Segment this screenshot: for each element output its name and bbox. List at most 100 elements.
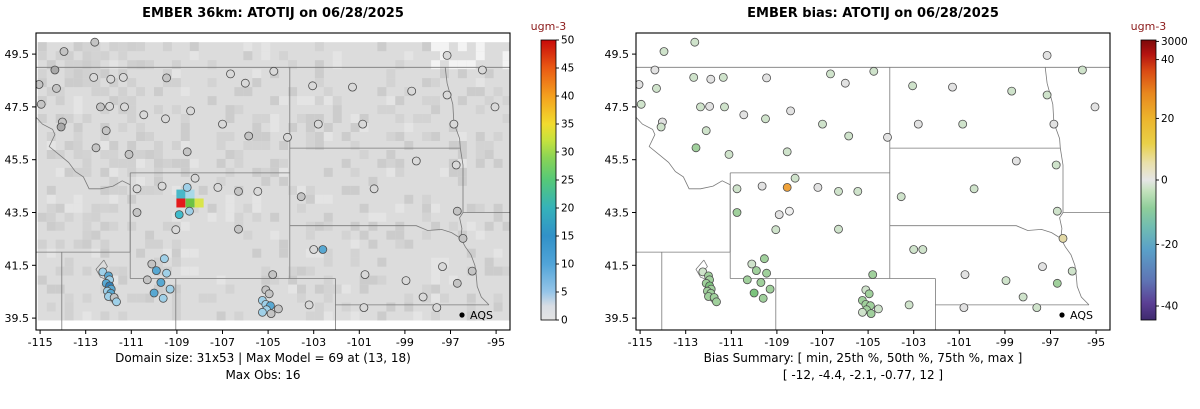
raster-cell xyxy=(457,60,467,70)
raster-cell xyxy=(475,87,485,97)
raster-cell xyxy=(73,141,83,150)
colorbar-tick-label: 0 xyxy=(561,315,568,327)
raster-cell xyxy=(279,51,289,61)
raster-cell xyxy=(252,132,262,141)
obs-point xyxy=(1007,86,1017,96)
raster-cell xyxy=(270,212,280,222)
raster-cell xyxy=(493,302,503,312)
raster-cell xyxy=(216,132,226,141)
raster-cell xyxy=(279,158,289,168)
obs-point xyxy=(174,210,184,220)
raster-cell xyxy=(422,96,432,106)
raster-cell xyxy=(46,248,56,258)
raster-cell xyxy=(189,42,199,52)
raster-cell xyxy=(136,293,146,303)
obs-point xyxy=(308,81,318,91)
legend-aqs-label: AQS xyxy=(1070,309,1093,322)
raster-cell xyxy=(252,203,262,213)
raster-cell xyxy=(314,78,324,88)
raster-cell xyxy=(484,150,494,159)
obs-point xyxy=(147,259,157,269)
obs-point xyxy=(120,102,129,112)
model-hot-cell xyxy=(185,189,195,199)
raster-cell xyxy=(466,311,476,321)
obs-point xyxy=(1051,160,1061,170)
obs-point xyxy=(650,65,660,75)
raster-cell xyxy=(297,114,306,123)
raster-cell xyxy=(55,167,65,177)
raster-cell xyxy=(171,239,181,249)
x-tick-label: -95 xyxy=(487,336,505,349)
x-tick-label: -103 xyxy=(901,336,926,349)
raster-cell xyxy=(404,194,414,204)
obs-point xyxy=(751,266,761,276)
raster-cell xyxy=(484,221,494,231)
colorbar-tick-label: 35 xyxy=(561,119,574,131)
state-border xyxy=(36,116,131,253)
obs-point xyxy=(818,119,827,129)
raster-cell xyxy=(91,42,101,52)
raster-cell xyxy=(64,51,74,61)
raster-cell xyxy=(91,87,101,97)
raster-cell xyxy=(109,78,119,88)
raster-cell xyxy=(100,51,110,61)
x-tick-label: -97 xyxy=(1042,336,1060,349)
obs-point xyxy=(451,160,461,170)
raster-cell xyxy=(341,158,351,168)
colorbar-tick-label: 30 xyxy=(561,147,574,159)
model-hot-cell xyxy=(185,198,195,208)
raster-cell xyxy=(350,185,360,195)
raster-cell xyxy=(422,230,432,240)
raster-cell xyxy=(234,311,244,321)
raster-cell xyxy=(55,284,65,294)
raster-cell xyxy=(422,194,432,204)
obs-point xyxy=(1042,90,1052,100)
raster-cell xyxy=(136,150,146,159)
raster-cell xyxy=(305,230,315,240)
raster-cell xyxy=(288,123,298,132)
obs-point xyxy=(1018,292,1028,302)
obs-point xyxy=(756,278,766,287)
plot-box xyxy=(35,32,511,331)
x-tick-label: -105 xyxy=(256,336,281,349)
raster-cell xyxy=(431,96,441,106)
raster-cell xyxy=(297,293,306,303)
raster-cell xyxy=(73,239,83,249)
raster-cell xyxy=(350,239,360,249)
raster-cell xyxy=(297,203,306,213)
raster-cell xyxy=(484,69,494,79)
raster-cell xyxy=(109,60,119,70)
raster-cell xyxy=(386,105,396,115)
raster-cell xyxy=(466,87,476,97)
obs-point xyxy=(909,245,919,254)
raster-cell xyxy=(493,293,503,303)
y-tick-label: 43.5 xyxy=(5,207,30,220)
raster-cell xyxy=(127,114,137,123)
colorbar-tick-label: 20 xyxy=(1161,113,1174,125)
raster-cell xyxy=(243,203,253,213)
raster-cell xyxy=(314,42,324,52)
raster-cell xyxy=(109,158,119,168)
raster-cell xyxy=(350,248,360,258)
raster-cell xyxy=(404,141,414,150)
obs-point xyxy=(490,102,500,112)
raster-cell xyxy=(475,132,485,141)
raster-cell xyxy=(73,60,83,70)
raster-cell xyxy=(243,87,253,97)
obs-point xyxy=(761,114,770,124)
raster-cell xyxy=(216,275,226,285)
raster-cell xyxy=(440,42,449,52)
raster-cell xyxy=(475,203,485,213)
raster-cell xyxy=(386,167,396,177)
y-tick-label: 45.5 xyxy=(5,154,30,167)
obs-point xyxy=(182,147,192,157)
raster-cell xyxy=(100,311,110,321)
raster-cell xyxy=(180,87,190,97)
raster-cell xyxy=(243,230,253,240)
raster-cell xyxy=(270,275,280,285)
y-tick-label: 47.5 xyxy=(5,101,30,114)
y-tick-label: 49.5 xyxy=(605,48,630,61)
raster-cell xyxy=(73,96,83,106)
raster-cell xyxy=(252,114,262,123)
model-panel-title: EMBER 36km: ATOTIJ on 06/28/2025 xyxy=(142,6,404,21)
